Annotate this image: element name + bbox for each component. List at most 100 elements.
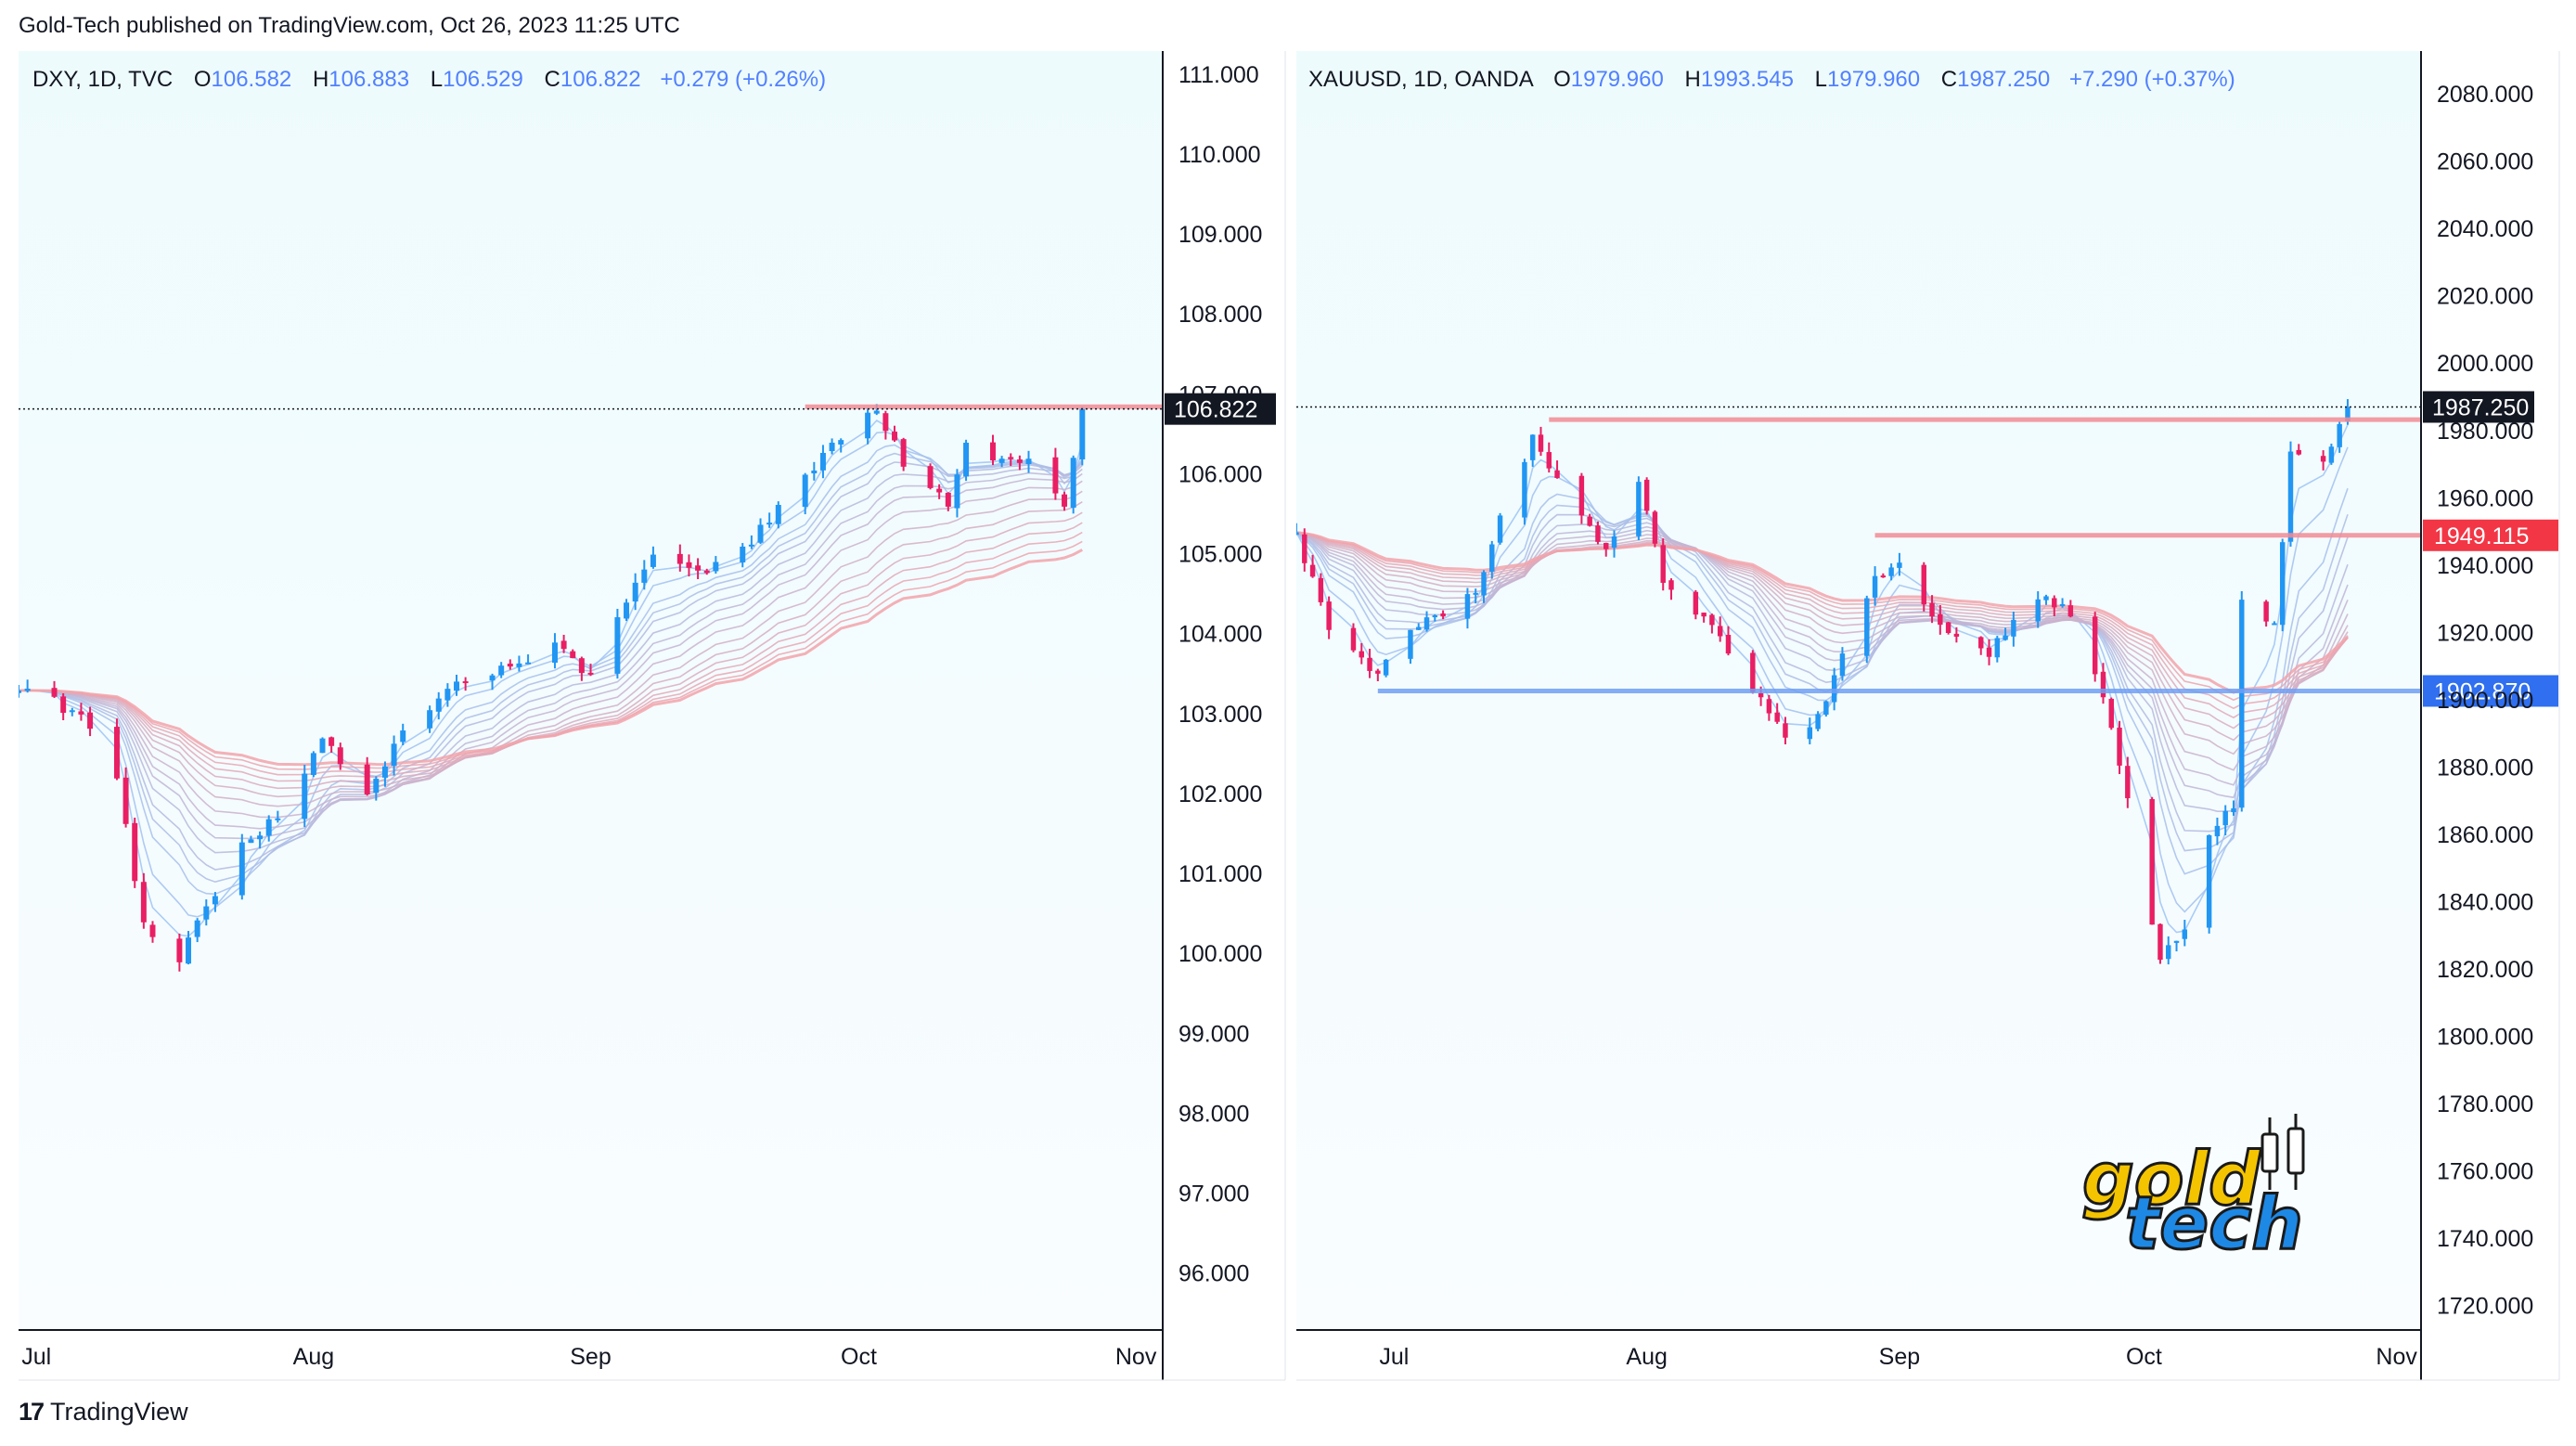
xauusd-y-tick-label[interactable]: 1960.000: [2437, 485, 2533, 511]
dxy-y-tick-label[interactable]: 104.000: [1179, 622, 1262, 648]
xauusd-y-tick-label[interactable]: 2080.000: [2437, 82, 2533, 108]
xauusd-candle-body: [2125, 766, 2131, 799]
dxy-y-tick-label[interactable]: 96.000: [1179, 1261, 1249, 1287]
xauusd-candle-body: [2100, 671, 2106, 698]
xauusd-x-tick-label[interactable]: Jul: [1379, 1344, 1409, 1370]
dxy-candle-body: [641, 569, 648, 583]
xauusd-candle-body: [1750, 652, 1756, 692]
dxy-l-label: L: [431, 67, 443, 92]
xauusd-candle-body: [1375, 670, 1381, 674]
dxy-y-tick-label[interactable]: 110.000: [1179, 142, 1261, 168]
xauusd-y-tick-label[interactable]: 1780.000: [2437, 1091, 2533, 1117]
xauusd-candle-body: [2206, 834, 2212, 928]
xauusd-x-tick-label[interactable]: Oct: [2126, 1344, 2162, 1370]
dxy-x-ticks[interactable]: Jul Aug Sep Oct Nov: [21, 1344, 1157, 1370]
dxy-candle-body: [703, 570, 710, 574]
xauusd-candle-body: [1464, 594, 1471, 619]
dxy-y-tick-label[interactable]: 111.000: [1179, 62, 1259, 88]
xauusd-high: 1993.545: [1701, 67, 1794, 92]
dxy-x-tick-label[interactable]: Oct: [841, 1344, 877, 1370]
dxy-last-price-label: 106.822: [1174, 397, 1257, 423]
dxy-y-tick-label[interactable]: 108.000: [1179, 302, 1262, 328]
dxy-y-ticks[interactable]: 111.000110.000109.000108.000107.000106.0…: [1179, 62, 1262, 1287]
dxy-candle-body: [838, 440, 844, 445]
dxy-close: 106.822: [560, 67, 641, 92]
xauusd-h-label: H: [1685, 67, 1701, 92]
xauusd-close: 1987.250: [1957, 67, 2050, 92]
dxy-y-tick-label[interactable]: 101.000: [1179, 861, 1262, 887]
dxy-candle-body: [892, 432, 898, 441]
xauusd-y-tick-label[interactable]: 1800.000: [2437, 1025, 2533, 1051]
xauusd-y-tick-label[interactable]: 1840.000: [2437, 889, 2533, 915]
dxy-candle-body: [238, 842, 245, 896]
xauusd-candle-body: [1709, 614, 1715, 626]
xauusd-ma-line: [1296, 529, 2349, 786]
dxy-candle-body: [516, 663, 522, 667]
xauusd-low: 1979.960: [1827, 67, 1920, 92]
xauusd-candle-body: [1701, 613, 1707, 617]
dxy-x-tick-label[interactable]: Jul: [21, 1344, 51, 1370]
dxy-y-tick-label[interactable]: 100.000: [1179, 941, 1262, 967]
dxy-ma-line: [19, 511, 1083, 790]
dxy-last-price-badge: [1165, 393, 1276, 425]
dxy-candle-body: [1062, 494, 1068, 507]
xauusd-y-tick-label[interactable]: 2060.000: [2437, 149, 2533, 175]
xauusd-x-tick-label[interactable]: Aug: [1626, 1344, 1667, 1370]
xauusd-y-tick-label[interactable]: 2020.000: [2437, 284, 2533, 310]
xauusd-y-tick-label[interactable]: 1860.000: [2437, 822, 2533, 848]
xauusd-y-tick-label[interactable]: 1820.000: [2437, 957, 2533, 983]
dxy-change: +0.279 (+0.26%): [660, 67, 826, 92]
dxy-candle-body: [900, 439, 907, 467]
xauusd-candle-body: [2092, 616, 2098, 675]
dxy-y-tick-label[interactable]: 99.000: [1179, 1021, 1249, 1047]
logo-candle-icon: [2260, 1114, 2305, 1190]
dxy-x-tick-label[interactable]: Nov: [1115, 1344, 1157, 1370]
dxy-y-tick-label[interactable]: 102.000: [1179, 781, 1262, 807]
xauusd-last-price-marker: 1987.250: [1296, 391, 2534, 423]
dxy-candles: [19, 404, 1086, 972]
xauusd-candle-body: [1994, 638, 2001, 658]
tradingview-logo[interactable]: 17 TradingView: [19, 1398, 188, 1427]
xauusd-y-tick-label[interactable]: 2040.000: [2437, 216, 2533, 242]
dxy-candle-body: [676, 553, 683, 564]
xauusd-candle-body: [1489, 544, 1495, 572]
xauusd-y-tick-label[interactable]: 1940.000: [2437, 553, 2533, 579]
dxy-candle-body: [819, 452, 826, 471]
dxy-candle-body: [525, 662, 532, 665]
dxy-candle-body: [775, 505, 781, 524]
dxy-candle-body: [686, 562, 692, 568]
xauusd-candle-body: [1774, 712, 1780, 722]
xauusd-candle-body: [1350, 627, 1357, 651]
xauusd-y-tick-label[interactable]: 2000.000: [2437, 351, 2533, 377]
xauusd-y-tick-label[interactable]: 1920.000: [2437, 620, 2533, 646]
dxy-x-tick-label[interactable]: Aug: [293, 1344, 334, 1370]
xauusd-y-tick-label[interactable]: 1900.000: [2437, 688, 2533, 714]
xauusd-y-ticks[interactable]: 2080.000 2060.000 2040.000 2020.000 2000.000…: [2437, 82, 2533, 1319]
xauusd-candle-body: [1643, 479, 1650, 511]
dxy-y-tick-label[interactable]: 98.000: [1179, 1101, 1249, 1127]
xauusd-x-ticks[interactable]: Jul Aug Sep Oct Nov: [1379, 1344, 2417, 1370]
dxy-y-tick-label[interactable]: 109.000: [1179, 222, 1262, 248]
dxy-y-tick-label[interactable]: 105.000: [1179, 542, 1262, 568]
tradingview-logo-text: TradingView: [50, 1398, 188, 1426]
xauusd-ma-line: [1296, 522, 2349, 813]
dxy-y-tick-label[interactable]: 106.000: [1179, 461, 1262, 487]
dxy-candle-body: [194, 920, 200, 937]
xauusd-y-tick-label[interactable]: 1720.000: [2437, 1294, 2533, 1320]
xauusd-candle-body: [1986, 647, 1992, 657]
xauusd-candle-body: [1529, 434, 1536, 460]
xauusd-x-tick-label[interactable]: Sep: [1879, 1344, 1920, 1370]
dxy-ohlc-legend: DXY, 1D, TVC O106.582 H106.883 L106.529 …: [32, 67, 826, 92]
dxy-candle-body: [865, 412, 871, 439]
xauusd-y-tick-label[interactable]: 1740.000: [2437, 1226, 2533, 1252]
xauusd-y-tick-label[interactable]: 1760.000: [2437, 1159, 2533, 1185]
dxy-candle-body: [1052, 457, 1059, 494]
dxy-y-tick-label[interactable]: 103.000: [1179, 702, 1262, 728]
dxy-y-tick-label[interactable]: 97.000: [1179, 1181, 1249, 1207]
dxy-candle-body: [19, 691, 21, 693]
xauusd-y-tick-label[interactable]: 1880.000: [2437, 755, 2533, 781]
dxy-c-label: C: [545, 67, 560, 92]
dxy-x-tick-label[interactable]: Sep: [570, 1344, 611, 1370]
xauusd-x-tick-label[interactable]: Nov: [2376, 1344, 2417, 1370]
dxy-candle-body: [364, 764, 370, 794]
